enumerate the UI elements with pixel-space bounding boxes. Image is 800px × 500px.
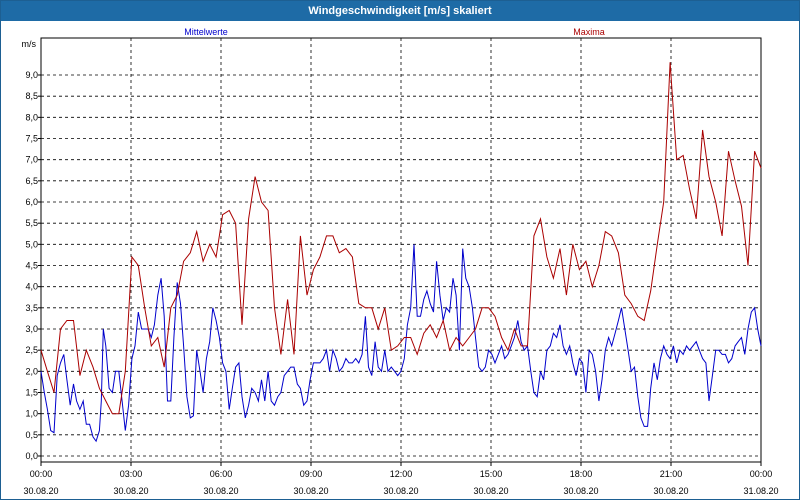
y-tick-label: 5,5	[25, 218, 38, 228]
x-tick-date-label: 30.08.20	[293, 486, 328, 496]
x-tick-time-label: 15:00	[480, 469, 503, 479]
x-tick-time-label: 12:00	[390, 469, 413, 479]
x-tick-time-label: 09:00	[300, 469, 323, 479]
x-tick-date-label: 30.08.20	[473, 486, 508, 496]
y-tick-label: 8,5	[25, 91, 38, 101]
y-tick-label: 0,0	[25, 451, 38, 461]
x-tick-date-label: 30.08.20	[23, 486, 58, 496]
x-tick-time-label: 18:00	[570, 469, 593, 479]
y-tick-label: 4,5	[25, 261, 38, 271]
y-tick-label: 1,0	[25, 409, 38, 419]
x-tick-time-label: 21:00	[660, 469, 683, 479]
series-label-maxima: Maxima	[573, 27, 605, 37]
y-tick-label: 0,5	[25, 430, 38, 440]
y-tick-label: 6,0	[25, 197, 38, 207]
y-tick-label: 7,0	[25, 155, 38, 165]
series-line-maxima	[40, 62, 762, 415]
y-tick-label: 8,0	[25, 112, 38, 122]
x-tick-date-label: 30.08.20	[383, 486, 418, 496]
x-tick-date-label: 31.08.20	[743, 486, 778, 496]
y-tick-label: 4,0	[25, 282, 38, 292]
y-tick-label: 2,0	[25, 366, 38, 376]
x-tick-date-label: 30.08.20	[113, 486, 148, 496]
series-label-mittelwerte: Mittelwerte	[184, 27, 228, 37]
y-axis-label: m/s	[22, 39, 37, 49]
y-tick-label: 9,0	[25, 70, 38, 80]
x-tick-time-label: 00:00	[30, 469, 53, 479]
y-tick-label: 3,5	[25, 303, 38, 313]
y-tick-label: 2,5	[25, 345, 38, 355]
x-tick-date-label: 30.08.20	[653, 486, 688, 496]
y-tick-label: 7,5	[25, 134, 38, 144]
x-tick-time-label: 00:00	[750, 469, 773, 479]
series-line-mittelwerte	[40, 244, 762, 443]
y-tick-label: 1,5	[25, 388, 38, 398]
x-tick-date-label: 30.08.20	[563, 486, 598, 496]
y-tick-label: 5,0	[25, 239, 38, 249]
x-tick-time-label: 03:00	[120, 469, 143, 479]
y-tick-label: 3,0	[25, 324, 38, 334]
y-tick-label: 6,5	[25, 176, 38, 186]
x-tick-time-label: 06:00	[210, 469, 233, 479]
window-title: Windgeschwindigkeit [m/s] skaliert	[1, 1, 799, 21]
x-tick-date-label: 30.08.20	[203, 486, 238, 496]
